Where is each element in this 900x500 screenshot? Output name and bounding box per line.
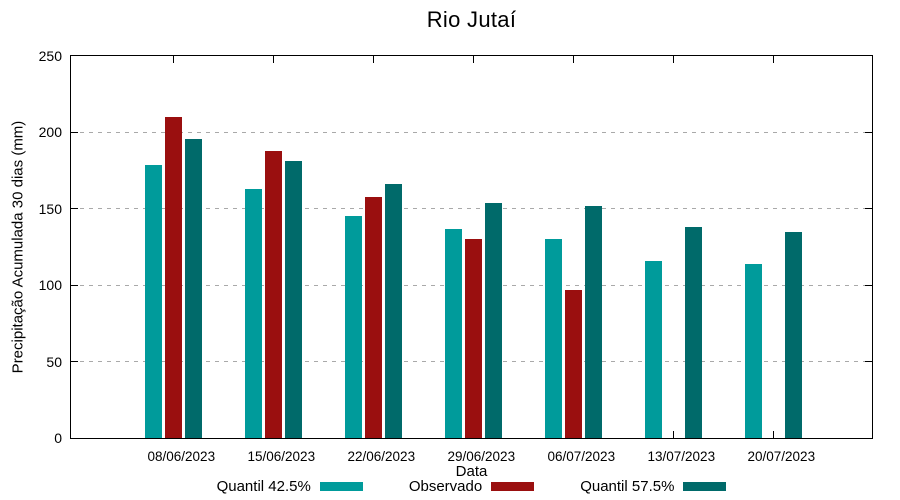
x-tick-mirror xyxy=(572,56,574,63)
y-tick-mirror xyxy=(865,208,872,210)
x-tick-label: 06/07/2023 xyxy=(547,449,616,464)
bar-quantil-57-5- xyxy=(784,231,802,438)
gridline xyxy=(71,208,872,210)
legend-item: Observado xyxy=(408,478,535,495)
legend-label: Quantil 42.5% xyxy=(216,478,311,495)
bar-quantil-57-5- xyxy=(384,184,402,438)
x-tick xyxy=(672,431,674,438)
y-tick-label: 150 xyxy=(38,200,62,217)
legend-item: Quantil 57.5% xyxy=(580,478,727,495)
legend-label: Observado xyxy=(408,478,483,495)
x-tick-mirror xyxy=(772,56,774,63)
x-tick-mirror xyxy=(272,56,274,63)
legend-swatch-teal xyxy=(319,482,363,491)
chart-title: Rio Jutaí xyxy=(426,7,517,32)
y-tick xyxy=(71,284,78,286)
y-tick xyxy=(71,208,78,210)
x-tick-mirror xyxy=(472,56,474,63)
legend-item: Quantil 42.5% xyxy=(217,478,363,495)
bar-quantil-42-5- xyxy=(744,263,762,438)
y-tick xyxy=(71,361,78,363)
bar-quantil-42-5- xyxy=(544,239,562,438)
bar-quantil-57-5- xyxy=(284,161,302,438)
bar-quantil-57-5- xyxy=(184,138,202,438)
y-tick-mirror xyxy=(865,361,872,363)
x-tick-mirror xyxy=(172,56,174,63)
gridline xyxy=(71,131,872,133)
x-tick-mirror xyxy=(672,56,674,63)
y-axis-label: Precipitação Acumulada 30 dias (mm) xyxy=(9,120,27,374)
legend-label: Quantil 57.5% xyxy=(580,478,675,495)
bar-quantil-57-5- xyxy=(684,227,702,438)
y-tick-mirror xyxy=(865,284,872,286)
bar-observado xyxy=(264,150,282,438)
bar-quantil-42-5- xyxy=(444,228,462,438)
x-tick-mirror xyxy=(372,56,374,63)
y-tick-mirror xyxy=(865,131,872,133)
y-tick-label: 0 xyxy=(54,430,62,446)
x-tick-label: 08/06/2023 xyxy=(147,449,216,464)
y-tick xyxy=(71,131,78,133)
x-tick-label: 22/06/2023 xyxy=(347,449,416,464)
bar-quantil-42-5- xyxy=(144,164,162,438)
bar-observado xyxy=(364,196,382,438)
bar-quantil-42-5- xyxy=(344,216,362,438)
x-tick-label: 13/07/2023 xyxy=(647,449,716,464)
y-tick-label: 200 xyxy=(38,124,62,141)
bar-quantil-57-5- xyxy=(484,202,502,438)
bar-quantil-57-5- xyxy=(584,205,602,438)
x-tick xyxy=(772,431,774,438)
x-tick-label: 29/06/2023 xyxy=(447,449,516,464)
legend-swatch-red xyxy=(491,482,535,491)
bar-quantil-42-5- xyxy=(644,260,662,438)
legend: Quantil 42.5% Observado Quantil 57.5% xyxy=(70,478,873,495)
legend-swatch-darkteal xyxy=(683,482,727,491)
y-tick-label: 50 xyxy=(46,353,62,370)
bar-observado xyxy=(564,289,582,438)
bar-observado xyxy=(164,117,182,438)
plot-area xyxy=(70,55,873,439)
x-axis-label: Data xyxy=(455,463,488,480)
bar-quantil-42-5- xyxy=(244,188,262,438)
y-tick-label: 250 xyxy=(38,48,62,64)
x-tick-label: 20/07/2023 xyxy=(747,449,816,464)
x-tick-label: 15/06/2023 xyxy=(247,449,316,464)
y-tick-label: 100 xyxy=(38,277,62,294)
bar-observado xyxy=(464,239,482,438)
